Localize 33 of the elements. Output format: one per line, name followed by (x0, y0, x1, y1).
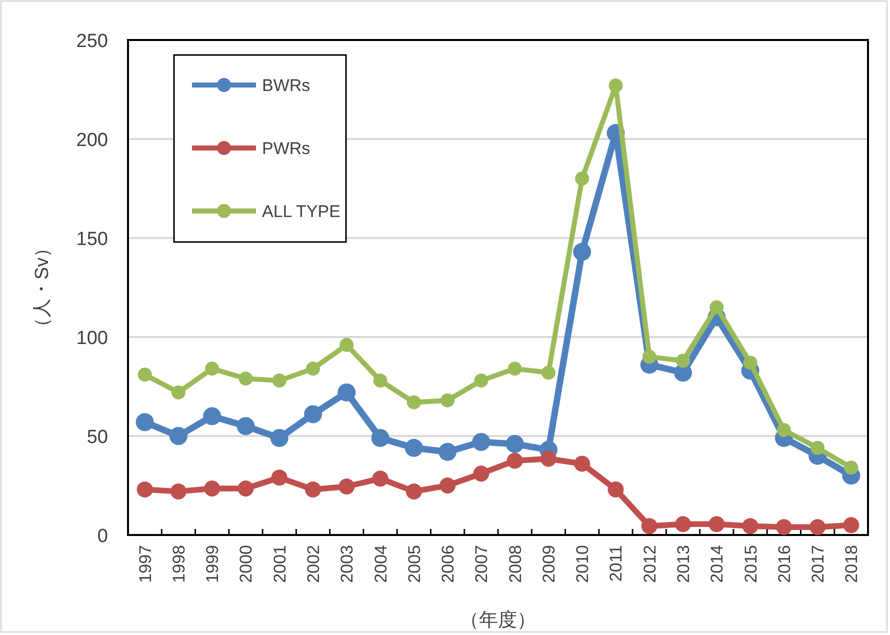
x-tick-label: 2018 (842, 545, 862, 583)
x-tick-label: 2007 (472, 545, 492, 583)
y-axis-title: （人・Sv） (32, 238, 53, 337)
x-tick-label: 2011 (606, 545, 626, 582)
x-tick-label: 2016 (774, 545, 794, 583)
x-tick-label: 1999 (203, 545, 222, 583)
y-tick-label: 200 (76, 130, 108, 151)
legend-label: ALL TYPE (262, 202, 340, 221)
y-tick-label: 50 (86, 427, 108, 448)
x-tick-label: 2003 (338, 545, 357, 583)
y-tick-label: 250 (76, 31, 108, 52)
x-axis-title: （年度） (460, 609, 536, 631)
x-tick-label: 1997 (136, 545, 155, 583)
x-tick-label: 2014 (708, 545, 727, 583)
x-tick-label: 2000 (236, 545, 256, 583)
x-tick-label: 2012 (640, 545, 660, 583)
y-tick-label: 0 (97, 526, 108, 547)
x-tick-label: 2006 (438, 545, 458, 583)
x-tick-label: 2009 (539, 545, 558, 583)
legend-label: PWRs (262, 139, 310, 158)
x-tick-label: 2002 (304, 545, 323, 583)
x-tick-label: 2001 (270, 545, 290, 583)
legend-label: BWRs (262, 76, 310, 95)
x-tick-label: 2005 (404, 545, 424, 583)
x-tick-label: 2015 (741, 545, 760, 583)
y-tick-label: 100 (76, 328, 108, 349)
y-tick-label: 150 (76, 229, 108, 250)
x-tick-label: 2013 (674, 545, 693, 583)
x-tick-label: 1998 (169, 545, 188, 583)
x-tick-label: 2017 (808, 545, 828, 583)
x-tick-label: 2004 (371, 545, 390, 583)
x-tick-label: 2008 (506, 545, 525, 583)
x-tick-label: 2010 (573, 545, 592, 583)
